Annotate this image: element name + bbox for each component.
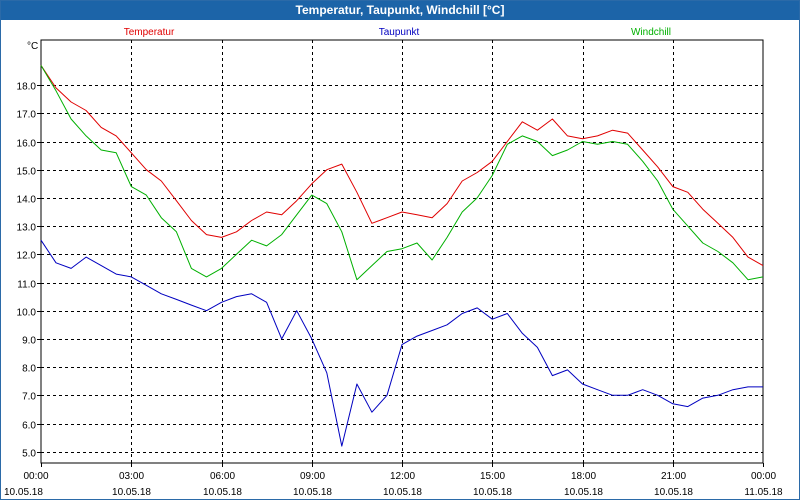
y-tick-label: 16.0 [17, 139, 37, 150]
y-tick-label: 12.0 [17, 251, 37, 262]
x-tick-date: 10.05.18 [293, 487, 332, 498]
x-tick-date: 11.05.18 [744, 487, 783, 498]
series-line-temperatur [40, 65, 764, 267]
x-tick-time: 00:00 [24, 471, 49, 482]
x-tick-date: 10.05.18 [203, 487, 242, 498]
y-tick-label: 7.0 [22, 392, 36, 403]
y-tick-label: 6.0 [22, 421, 36, 432]
x-tick-date: 10.05.18 [473, 487, 512, 498]
y-tick-label: 13.0 [17, 223, 37, 234]
y-tick-label: 18.0 [17, 82, 37, 93]
legend-taupunkt: Taupunkt [379, 27, 420, 38]
x-tick-time: 12:00 [390, 471, 415, 482]
x-tick-time: 00:00 [751, 471, 776, 482]
x-tick-date: 10.05.18 [564, 487, 603, 498]
y-tick-label: 10.0 [17, 308, 37, 319]
series-line-windchill [40, 65, 764, 281]
y-tick-label: 15.0 [17, 167, 37, 178]
x-tick-date: 10.05.18 [4, 487, 43, 498]
x-tick-time: 18:00 [571, 471, 596, 482]
y-axis-label: °C [27, 41, 38, 52]
x-tick-time: 06:00 [210, 471, 235, 482]
y-tick-label: 11.0 [17, 280, 36, 291]
y-tick-label: 14.0 [17, 195, 37, 206]
x-tick-time: 03:00 [119, 471, 144, 482]
y-tick-label: 8.0 [22, 364, 36, 375]
legend-temperatur: Temperatur [124, 27, 175, 38]
y-tick-label: 17.0 [17, 110, 37, 121]
y-tick-label: 9.0 [22, 336, 36, 347]
legend-windchill: Windchill [631, 27, 671, 38]
x-tick-date: 10.05.18 [112, 487, 151, 498]
x-tick-time: 15:00 [480, 471, 505, 482]
x-tick-date: 10.05.18 [654, 487, 693, 498]
y-tick-label: 5.0 [22, 449, 36, 460]
x-tick-time: 21:00 [661, 471, 686, 482]
series-line-taupunkt [40, 239, 763, 447]
window-title: Temperatur, Taupunkt, Windchill [°C] [1, 1, 799, 20]
x-tick-date: 10.05.18 [383, 487, 422, 498]
x-tick-time: 09:00 [300, 471, 325, 482]
